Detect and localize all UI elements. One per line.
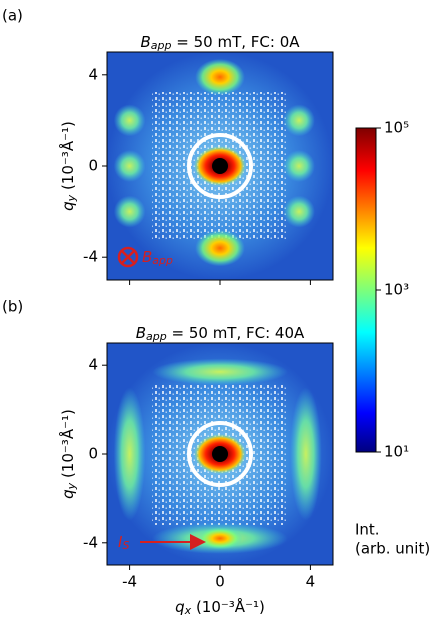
intensity-spot — [283, 104, 315, 137]
chart-title: Bapp = 50 mT, FC: 40A — [136, 324, 305, 344]
chart-title: Bapp = 50 mT, FC: 0A — [140, 33, 300, 53]
intensity-spot — [283, 150, 315, 182]
panel-label: (b) — [2, 298, 23, 316]
chart-title-symbol: B — [140, 33, 150, 51]
field-symbol-cross — [121, 250, 135, 264]
x-axis-label-subscript: x — [184, 604, 192, 617]
annotation-subscript: app — [152, 254, 173, 267]
annotation: Bapp — [142, 248, 173, 268]
annotation-symbol: I — [118, 533, 123, 551]
y-axis-label-symbol: q — [59, 489, 77, 499]
intensity-spot — [283, 195, 315, 228]
chart-title-subscript: app — [151, 39, 172, 52]
annotation-symbol: B — [142, 248, 152, 266]
colorbar-label: (arb. unit) — [355, 540, 430, 558]
colorbar-label: Int. — [355, 521, 380, 539]
y-axis-label: qy (10⁻³Å⁻¹) — [58, 121, 79, 211]
chart-title-symbol: B — [136, 324, 146, 342]
y-axis-label-subscript: y — [65, 194, 78, 202]
annotation-subscript: S — [122, 539, 129, 552]
intensity-spot — [195, 229, 245, 267]
x-tick-label: 0 — [215, 573, 225, 591]
x-axis-label-symbol: q — [175, 598, 185, 616]
intensity-spot — [113, 150, 146, 182]
y-tick-label: 4 — [88, 356, 98, 374]
x-tick-label: 4 — [306, 573, 316, 591]
intensity-spot — [113, 104, 146, 137]
chart-title-text: = 50 mT, FC: 40A — [167, 324, 305, 342]
y-tick-label: 0 — [88, 445, 98, 463]
annotation: IS — [118, 533, 129, 553]
beam-stop — [212, 158, 228, 174]
beam-ring — [187, 421, 253, 487]
intensity-spot — [113, 195, 146, 228]
beam-ring — [187, 133, 253, 199]
intensity-spot — [290, 387, 322, 521]
colorbar-tick-label: 10³ — [384, 281, 409, 299]
beam-stop — [212, 446, 228, 462]
intensity-spot — [197, 527, 243, 550]
field-symbol — [117, 246, 139, 268]
y-axis-label-symbol: q — [59, 201, 77, 211]
intensity-spot — [195, 58, 245, 96]
y-axis-label-text: (10⁻³Å⁻¹) — [58, 121, 77, 195]
intensity-spot — [152, 358, 288, 386]
panel-label: (a) — [2, 7, 23, 25]
colorbar-tick-label: 10⁵ — [384, 119, 409, 137]
x-tick-label: -4 — [122, 573, 137, 591]
chart-title-text: = 50 mT, FC: 0A — [172, 33, 301, 51]
intensity-spot — [113, 387, 146, 521]
y-axis-label-text: (10⁻³Å⁻¹) — [58, 409, 77, 483]
y-tick-label: 0 — [88, 157, 98, 175]
x-axis-label-text: (10⁻³Å⁻¹) — [191, 597, 265, 616]
colorbar — [355, 127, 377, 453]
x-axis-label: qx (10⁻³Å⁻¹) — [175, 597, 265, 618]
chart-title-subscript: app — [146, 330, 167, 343]
y-tick-label: -4 — [83, 533, 98, 551]
y-axis-label-subscript: y — [65, 482, 78, 490]
y-tick-label: 4 — [88, 65, 98, 83]
y-axis-label: qy (10⁻³Å⁻¹) — [58, 409, 79, 499]
colorbar-tick-label: 10¹ — [384, 443, 409, 461]
y-tick-label: -4 — [83, 248, 98, 266]
